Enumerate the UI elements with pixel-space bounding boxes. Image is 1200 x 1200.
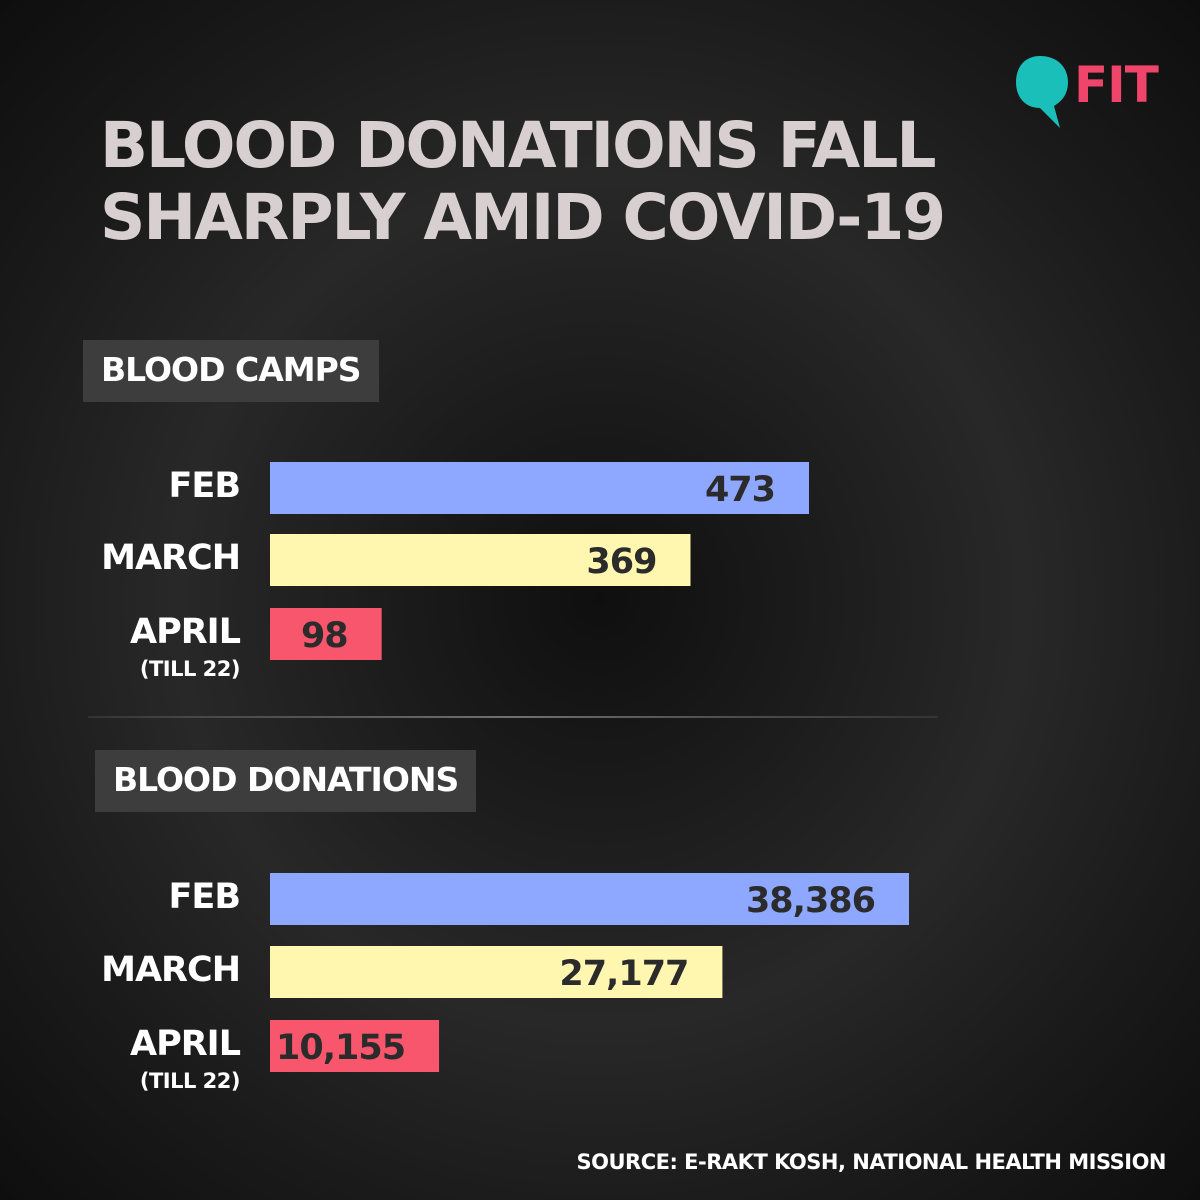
logo-text: FIT <box>1074 56 1159 114</box>
bar-1-feb <box>270 873 909 925</box>
title-line-1: BLOOD DONATIONS FALL <box>100 109 937 182</box>
category-note-1-april: (TILL 22) <box>140 1069 240 1093</box>
category-label-1-feb: FEB <box>169 877 241 917</box>
bar-0-feb <box>270 462 809 514</box>
bar-0-march <box>270 534 691 586</box>
page-title: BLOOD DONATIONS FALL SHARPLY AMID COVID-… <box>100 110 1100 254</box>
section-divider <box>88 716 938 718</box>
value-label-0-feb: 473 <box>705 470 775 510</box>
bar-0-april <box>270 608 382 660</box>
bar-1-april <box>270 1020 440 1072</box>
bar-1-march <box>270 946 723 998</box>
category-label-1-march: MARCH <box>101 950 240 990</box>
category-label-1-april: APRIL <box>130 1024 241 1064</box>
value-label-1-feb: 38,386 <box>746 881 875 921</box>
category-label-0-april: APRIL <box>130 612 241 652</box>
source-note: SOURCE: E-RAKT KOSH, NATIONAL HEALTH MIS… <box>576 1150 1167 1174</box>
category-label-0-march: MARCH <box>101 538 240 578</box>
blood-donations-label: BLOOD DONATIONS <box>95 750 477 812</box>
speech-bubble-q-icon <box>1016 56 1068 128</box>
value-label-1-april: 10,155 <box>276 1028 405 1068</box>
category-note-0-april: (TILL 22) <box>140 657 240 681</box>
blood-camps-label: BLOOD CAMPS <box>83 340 379 402</box>
fit-logo: FIT <box>1012 52 1159 132</box>
category-label-0-feb: FEB <box>169 466 241 506</box>
value-label-1-march: 27,177 <box>559 954 688 994</box>
value-label-0-april: 98 <box>301 616 348 656</box>
title-line-2: SHARPLY AMID COVID-19 <box>100 181 946 254</box>
value-label-0-march: 369 <box>586 542 656 582</box>
